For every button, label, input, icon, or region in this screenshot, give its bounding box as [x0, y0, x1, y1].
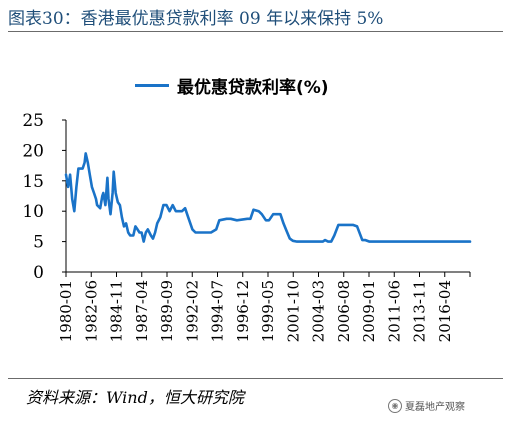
y-axis: 0 5 10 15 20 25: [22, 111, 67, 283]
legend-line-swatch: [135, 83, 169, 87]
series-line-prime-rate: [64, 152, 472, 243]
x-tick-label: 1982-06: [82, 280, 100, 342]
y-tick-label: 0: [33, 263, 44, 283]
legend-label: 最优惠贷款利率(%): [177, 77, 329, 98]
y-tick-label: 20: [22, 141, 44, 161]
source-note: 资料来源：Wind，恒大研究院: [26, 388, 244, 407]
x-tick-label: 1996-12: [234, 280, 252, 342]
x-axis: 1980-01 1982-06 1984-11 1987-04 1989-09 1992-…: [57, 271, 471, 342]
x-tick-label: 1992-02: [183, 280, 201, 342]
x-tick-label: 2013-11: [411, 280, 429, 342]
watermark: ◉ 夏磊地产观察: [388, 398, 465, 413]
x-tick-label: 2004-03: [310, 280, 328, 342]
x-tick-label: 2001-10: [284, 280, 302, 342]
x-tick-label: 1989-09: [158, 280, 176, 342]
x-tick-label: 2011-06: [385, 280, 403, 342]
x-tick-label: 2016-04: [436, 280, 454, 342]
series-layer: [64, 152, 472, 243]
x-tick-label: 2006-08: [335, 280, 353, 342]
figure-title: 图表30：香港最优惠贷款利率 09 年以来保持 5%: [8, 9, 384, 29]
y-tick-label: 5: [33, 233, 44, 253]
x-tick-label: 1987-04: [133, 280, 151, 342]
y-tick-label: 25: [22, 111, 44, 131]
x-tick-label: 1999-05: [259, 280, 277, 342]
top-rule: [8, 31, 503, 32]
bottom-rule: [8, 378, 503, 379]
x-tick-label: 2009-01: [360, 280, 378, 342]
wechat-icon: ◉: [388, 398, 402, 413]
watermark-text: 夏磊地产观察: [405, 402, 465, 413]
y-tick-label: 10: [22, 202, 44, 222]
chart-legend: 最优惠贷款利率(%): [135, 74, 329, 98]
x-tick-label: 1984-11: [108, 280, 126, 342]
y-tick-label: 15: [22, 172, 44, 192]
x-tick-label: 1994-07: [209, 280, 227, 342]
x-tick-label: 1980-01: [57, 280, 75, 342]
